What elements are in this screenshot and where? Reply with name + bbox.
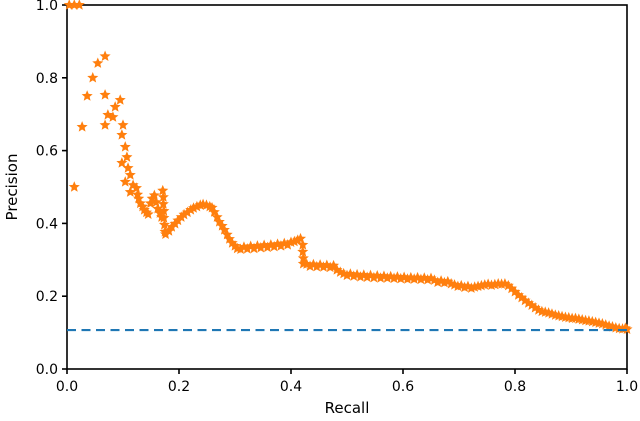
pr-data-point [268, 240, 280, 252]
x-axis-label: Recall [325, 399, 370, 417]
pr-data-point [304, 260, 316, 272]
pr-data-point [172, 214, 184, 226]
pr-data-point [621, 323, 633, 335]
pr-data-point [99, 89, 111, 100]
pr-data-point [432, 276, 444, 288]
pr-data-point [158, 212, 170, 223]
pr-data-point [188, 202, 200, 213]
pr-data-point [158, 205, 170, 216]
pr-data-point [388, 272, 400, 284]
pr-data-point [181, 206, 193, 218]
pr-data-point [81, 90, 93, 101]
x-tick-label: 0.2 [168, 379, 190, 395]
pr-data-point [311, 260, 323, 272]
pr-data-point [73, 0, 85, 10]
pr-data-point [275, 240, 287, 251]
pr-data-point [158, 219, 170, 230]
pr-data-point [297, 245, 309, 257]
pr-data-point [185, 204, 197, 215]
pr-data-point [150, 196, 162, 207]
pr-data-point [121, 151, 133, 162]
pr-data-point [465, 282, 477, 293]
pr-data-point [130, 182, 142, 193]
pr-data-point [438, 276, 450, 288]
pr-data-point [157, 198, 169, 209]
pr-data-point [261, 241, 273, 253]
pr-data-point [157, 191, 169, 202]
pr-data-point [415, 273, 427, 285]
pr-data-point [401, 273, 413, 284]
pr-data-point [124, 186, 136, 197]
pr-data-point [175, 211, 187, 222]
pr-data-point [122, 162, 134, 173]
pr-data-point [157, 184, 169, 196]
pr-data-point [422, 274, 434, 285]
y-tick-label: 0.0 [36, 362, 58, 378]
x-tick-label: 0.0 [56, 379, 78, 395]
plot-area: 0.0 0.2 0.4 0.6 0.8 1.0 0.0 0.2 0.4 0.6 0.8 1.0 [36, 0, 638, 395]
pr-data-point [191, 200, 203, 212]
pr-data-point [381, 272, 393, 283]
pr-data-point [341, 269, 353, 281]
pr-data-point [241, 243, 253, 254]
pr-data-point [142, 208, 154, 219]
y-tick-label: 0.2 [36, 289, 58, 305]
pr-data-point [166, 221, 178, 232]
y-axis-label: Precision [3, 154, 21, 221]
y-tick-label: 0.6 [36, 144, 58, 160]
pr-data-point [297, 239, 309, 250]
pr-data-point [114, 94, 126, 105]
pr-data-point [368, 271, 380, 283]
pr-data-point [116, 129, 128, 140]
pr-data-point [282, 239, 294, 250]
pr-data-point [99, 50, 111, 62]
axes-spines [66, 4, 628, 370]
pr-data-point [119, 141, 131, 152]
x-tick-label: 0.4 [280, 379, 302, 395]
pr-data-point [76, 121, 88, 132]
pr-data-point [408, 273, 420, 284]
pr-data-point [248, 242, 260, 254]
pr-data-point [292, 234, 304, 245]
pr-data-point [68, 181, 80, 192]
pr-data-point [109, 101, 121, 112]
pr-data-point [255, 241, 267, 253]
pr-data-point [87, 72, 99, 83]
pr-data-point [116, 157, 128, 168]
pr-data-point [317, 261, 329, 272]
pr-data-point [119, 176, 131, 187]
pr-data-point [99, 119, 111, 130]
x-tick-label: 0.6 [392, 379, 414, 395]
pr-data-point [288, 235, 300, 247]
pr-data-point [160, 228, 172, 240]
pr-data-point [124, 169, 136, 180]
x-tick-label: 1.0 [616, 379, 638, 395]
pr-scatter-series [63, 0, 633, 335]
pr-data-point [107, 111, 119, 122]
pr-data-point [348, 270, 360, 281]
pr-data-point [361, 271, 373, 282]
pr-data-point [117, 119, 129, 130]
pr-data-point [375, 272, 387, 283]
pr-data-point [148, 189, 160, 201]
pr-data-point [178, 208, 190, 220]
pr-data-point [92, 57, 104, 68]
x-tick-label: 0.8 [504, 379, 526, 395]
y-tick-label: 0.4 [36, 216, 58, 232]
pr-data-point [354, 271, 366, 282]
pr-data-point [235, 243, 247, 254]
pr-data-point [459, 281, 471, 293]
y-tick-label: 1.0 [36, 0, 58, 14]
y-tick-label: 0.8 [36, 71, 58, 87]
pr-data-point [395, 272, 407, 284]
